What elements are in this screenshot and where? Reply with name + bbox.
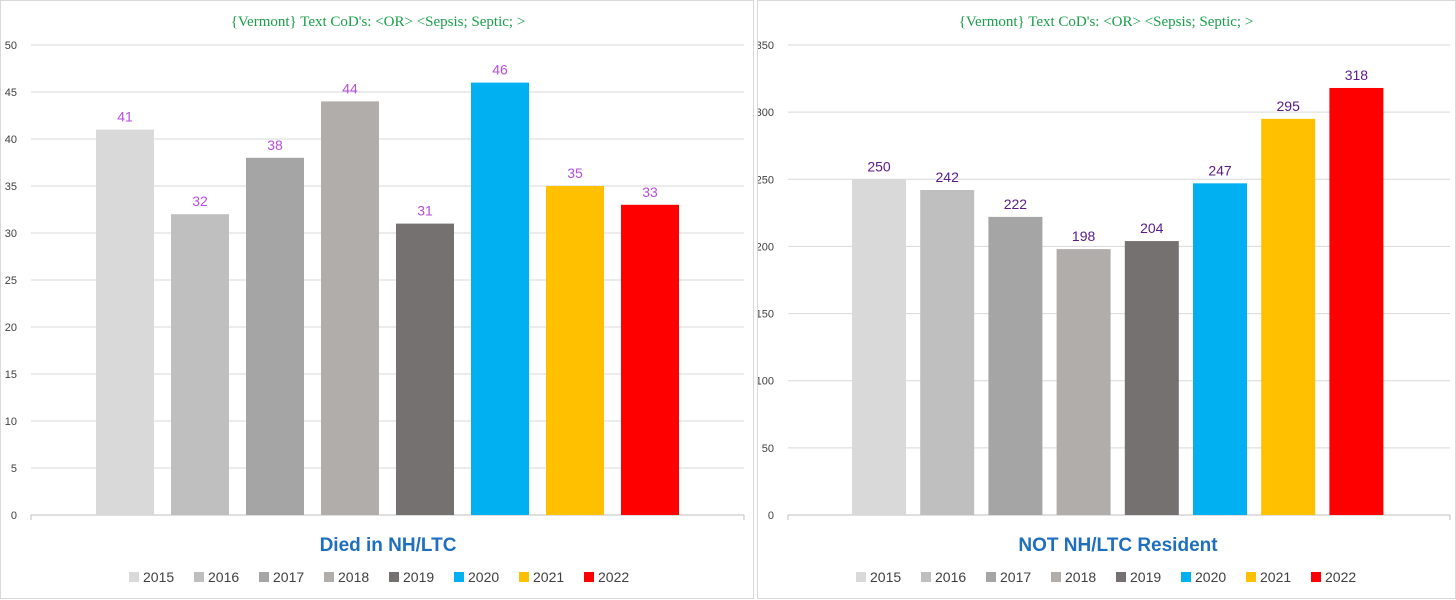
left-data-label-2022: 33	[642, 184, 658, 200]
right-legend-swatch-2022	[1311, 572, 1321, 582]
left-legend-label-2022: 2022	[598, 569, 629, 585]
right-bar-2017	[988, 216, 1043, 515]
right-data-label-2015: 250	[867, 158, 891, 174]
left-data-label-2016: 32	[192, 193, 208, 209]
left-legend-label-2017: 2017	[273, 569, 304, 585]
right-legend-swatch-2019	[1116, 572, 1126, 582]
right-data-label-2020: 247	[1208, 162, 1232, 178]
left-legend-label-2015: 2015	[143, 569, 174, 585]
left-y-tick-label: 50	[5, 40, 17, 52]
left-legend-label-2021: 2021	[533, 569, 564, 585]
right-y-tick-label: 300	[758, 107, 774, 119]
right-legend-swatch-2017	[986, 572, 996, 582]
right-data-label-2017: 222	[1004, 196, 1028, 212]
left-bar-2019	[396, 223, 454, 515]
left-data-label-2018: 44	[342, 80, 358, 96]
left-chart-panel: {Vermont} Text CoD's: <OR> <Sepsis; Sept…	[0, 0, 754, 599]
right-legend-label-2021: 2021	[1260, 569, 1291, 585]
left-data-label-2019: 31	[417, 203, 433, 219]
right-chart-subtitle: NOT NH/LTC Resident	[1018, 535, 1218, 556]
right-legend-label-2017: 2017	[1000, 569, 1031, 585]
right-legend-label-2022: 2022	[1325, 569, 1356, 585]
right-chart-svg: {Vermont} Text CoD's: <OR> <Sepsis; Sept…	[758, 14, 1451, 585]
right-bar-2016	[920, 190, 975, 515]
left-y-tick-label: 25	[5, 275, 17, 287]
left-data-label-2021: 35	[567, 165, 583, 181]
left-legend-label-2016: 2016	[208, 569, 239, 585]
left-bar-2016	[171, 214, 229, 515]
left-y-tick-label: 15	[5, 369, 17, 381]
left-y-tick-label: 40	[5, 134, 17, 146]
left-bar-2020	[471, 82, 529, 515]
right-legend-swatch-2020	[1181, 572, 1191, 582]
right-legend-label-2018: 2018	[1065, 569, 1096, 585]
right-bar-2022	[1329, 87, 1384, 515]
right-chart-title: {Vermont} Text CoD's: <OR> <Sepsis; Sept…	[959, 14, 1254, 30]
left-y-tick-label: 10	[5, 416, 17, 428]
left-data-label-2015: 41	[117, 109, 133, 125]
left-legend-swatch-2019	[389, 572, 399, 582]
right-legend-label-2015: 2015	[870, 569, 901, 585]
left-chart-subtitle: Died in NH/LTC	[320, 535, 457, 556]
right-data-label-2018: 198	[1072, 228, 1096, 244]
right-legend-label-2016: 2016	[935, 569, 966, 585]
right-legend-swatch-2018	[1051, 572, 1061, 582]
left-legend-label-2018: 2018	[338, 569, 369, 585]
right-y-tick-label: 100	[758, 376, 774, 388]
left-data-label-2020: 46	[492, 62, 508, 78]
right-data-label-2016: 242	[936, 169, 960, 185]
left-chart-svg: {Vermont} Text CoD's: <OR> <Sepsis; Sept…	[5, 14, 745, 585]
left-bar-2015	[96, 129, 154, 515]
left-data-label-2017: 38	[267, 137, 283, 153]
left-legend-swatch-2015	[129, 572, 139, 582]
left-legend-swatch-2020	[454, 572, 464, 582]
right-data-label-2021: 295	[1277, 98, 1301, 114]
right-bar-2020	[1193, 183, 1247, 516]
left-y-tick-label: 35	[5, 181, 17, 193]
left-y-tick-label: 30	[5, 228, 17, 240]
right-bar-2015	[852, 179, 906, 516]
left-chart-title: {Vermont} Text CoD's: <OR> <Sepsis; Sept…	[231, 14, 526, 30]
right-data-label-2019: 204	[1140, 220, 1164, 236]
right-y-tick-label: 0	[768, 510, 774, 522]
right-y-tick-label: 50	[762, 443, 774, 455]
right-legend-label-2019: 2019	[1130, 569, 1161, 585]
right-legend-swatch-2015	[856, 572, 866, 582]
right-chart-panel: {Vermont} Text CoD's: <OR> <Sepsis; Sept…	[757, 0, 1456, 599]
right-legend-swatch-2016	[921, 572, 931, 582]
left-y-tick-label: 20	[5, 322, 17, 334]
right-legend-label-2020: 2020	[1195, 569, 1226, 585]
right-y-tick-label: 150	[758, 309, 774, 321]
left-y-tick-label: 5	[11, 463, 17, 475]
left-legend-swatch-2022	[584, 572, 594, 582]
right-bar-2019	[1124, 241, 1179, 516]
right-data-label-2022: 318	[1345, 67, 1369, 83]
left-bar-2022	[621, 204, 679, 516]
left-legend-swatch-2021	[519, 572, 529, 582]
right-bar-2018	[1056, 249, 1111, 515]
left-legend-swatch-2018	[324, 572, 334, 582]
left-bar-2017	[246, 157, 304, 516]
right-y-tick-label: 250	[758, 174, 774, 186]
left-legend-label-2019: 2019	[403, 569, 434, 585]
right-bar-2021	[1261, 118, 1316, 515]
left-legend-label-2020: 2020	[468, 569, 499, 585]
right-y-tick-label: 200	[758, 241, 774, 253]
left-y-tick-label: 45	[5, 87, 17, 99]
left-legend-swatch-2016	[194, 572, 204, 582]
left-legend-swatch-2017	[259, 572, 269, 582]
right-y-tick-label: 350	[758, 40, 774, 52]
right-legend-swatch-2021	[1246, 572, 1256, 582]
left-bar-2018	[321, 101, 379, 516]
left-y-tick-label: 0	[11, 510, 17, 522]
left-bar-2021	[546, 186, 604, 515]
